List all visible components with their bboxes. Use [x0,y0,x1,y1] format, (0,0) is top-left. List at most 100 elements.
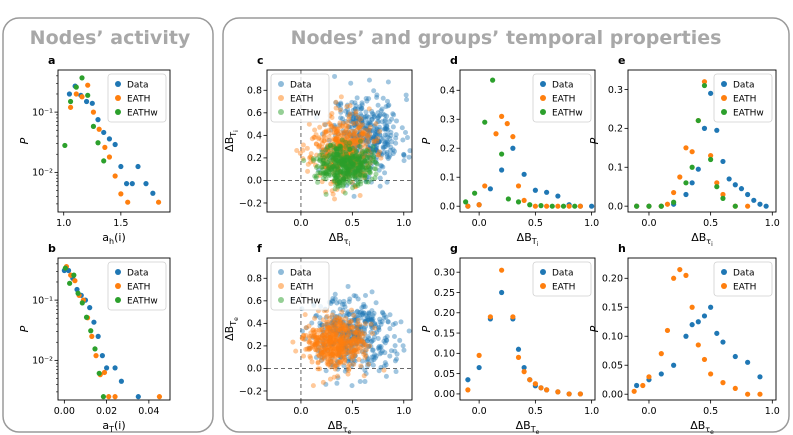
panel-c-point-eath [322,164,328,170]
panel-c-point-eath [336,161,342,167]
panel-f-point-data [331,322,337,328]
panel-c-point-data [373,127,379,133]
panel-h-legend-label-eath: EATH [733,282,756,292]
panel-c-point-data [366,135,372,141]
panel-d-point-eathw [463,199,469,205]
panel-c-point-eathw [357,161,363,167]
panel-f-point-data [334,358,340,364]
panel-c-point-data [375,119,381,125]
panel-f-point-data [315,348,321,354]
panel-c-point-eath [344,153,350,159]
panel-c-point-eathw [337,180,343,186]
panel-c-point-data [354,177,360,183]
panel-c-point-data [385,103,391,109]
panel-c-point-eath [341,145,347,151]
panel-c-point-eath [321,129,327,135]
panel-c-point-eathw [350,185,356,191]
panel-c-point-eath [317,142,323,148]
panel-c-point-eathw [347,155,353,161]
panel-c-point-data [358,113,364,119]
panel-c-point-eathw [336,175,342,181]
panel-c-point-eath [346,132,352,138]
panel-c-point-data [380,111,386,117]
panel-c-point-eathw [321,161,327,167]
panel-c-point-data [354,115,360,121]
panel-c-point-data [366,155,372,161]
panel-c-point-eath [377,128,383,134]
panel-f-point-data [355,312,361,318]
panel-c-point-data [401,153,407,159]
panel-f-point-data [347,340,353,346]
panel-c-point-eathw [325,166,331,172]
panel-a-point-data [95,117,101,123]
panel-c-point-data [378,163,384,169]
panel-c-point-eath [352,184,358,190]
panel-c-point-data [370,128,376,134]
panel-f-point-data [363,318,369,324]
panel-c-point-eath [310,159,316,165]
panel-c-point-data [342,161,348,167]
panel-c-point-eathw [344,164,350,170]
panel-c-point-eathw [360,160,366,166]
panel-f-point-data [356,327,362,333]
panel-c-point-eath [351,132,357,138]
panel-c-point-eath [297,150,303,156]
panel-c-point-eathw [358,162,364,168]
panel-c-point-eath [343,127,349,133]
panel-c-point-data [344,133,350,139]
panel-c-point-eath [351,159,357,165]
panel-c-point-eath [325,143,331,149]
panel-f-point-eath [365,361,371,367]
panel-c-point-eathw [340,170,346,176]
panel-c-point-data [363,138,369,144]
panel-c-point-eath [333,136,339,142]
panel-c-point-data [383,104,389,110]
panel-c-point-eathw [364,167,370,173]
panel-c-point-eathw [342,161,348,167]
panel-c-point-eathw [360,149,366,155]
panel-f-point-data [341,301,347,307]
panel-c-point-eath [347,139,353,145]
panel-c-point-data [384,138,390,144]
panel-c-point-eath [363,131,369,137]
panel-c-point-data [345,106,351,112]
panel-f-point-data [400,343,406,349]
panel-c-point-data [378,136,384,142]
left-section-title: Nodes’ activity [30,27,191,49]
panel-f-point-data [303,325,309,331]
panel-c-point-eath [352,141,358,147]
panel-c-point-eathw [327,157,333,163]
panel-c-point-eath [356,124,362,130]
panel-c-point-data [352,119,358,125]
panel-c-point-eathw [331,157,337,163]
panel-f-point-data [345,330,351,336]
panel-c-point-eathw [322,169,328,175]
panel-f-point-data [354,335,360,341]
panel-c-point-eath [335,165,341,171]
panel-d-ytick-label: 0.3 [440,115,455,126]
panel-c-point-eath [337,123,343,129]
panel-c-point-eathw [350,161,356,167]
panel-c-point-eathw [362,158,368,164]
panel-f-point-data [377,345,383,351]
panel-c-point-eath [333,130,339,136]
panel-c-point-eathw [348,158,354,164]
panel-f-point-data [333,334,339,340]
panel-c-point-eathw [347,146,353,152]
panel-c-point-eathw [359,151,365,157]
panel-c-point-eathw [341,176,347,182]
panel-c-point-eathw [354,169,360,175]
panel-g-point-eath [499,267,505,273]
panel-c-point-data [365,144,371,150]
panel-c-point-eathw [341,172,347,178]
panel-c-point-data [356,124,362,130]
panel-c-point-eathw [343,144,349,150]
panel-f-point-data [332,296,338,302]
panel-c-point-eathw [342,162,348,168]
panel-c-point-eath [344,104,350,110]
panel-c-point-eath [346,116,352,122]
panel-c-point-eath [313,141,319,147]
panel-c-point-data [353,103,359,109]
panel-f-legend-label-eath: EATH [290,282,313,292]
panel-c-point-data [371,88,377,94]
